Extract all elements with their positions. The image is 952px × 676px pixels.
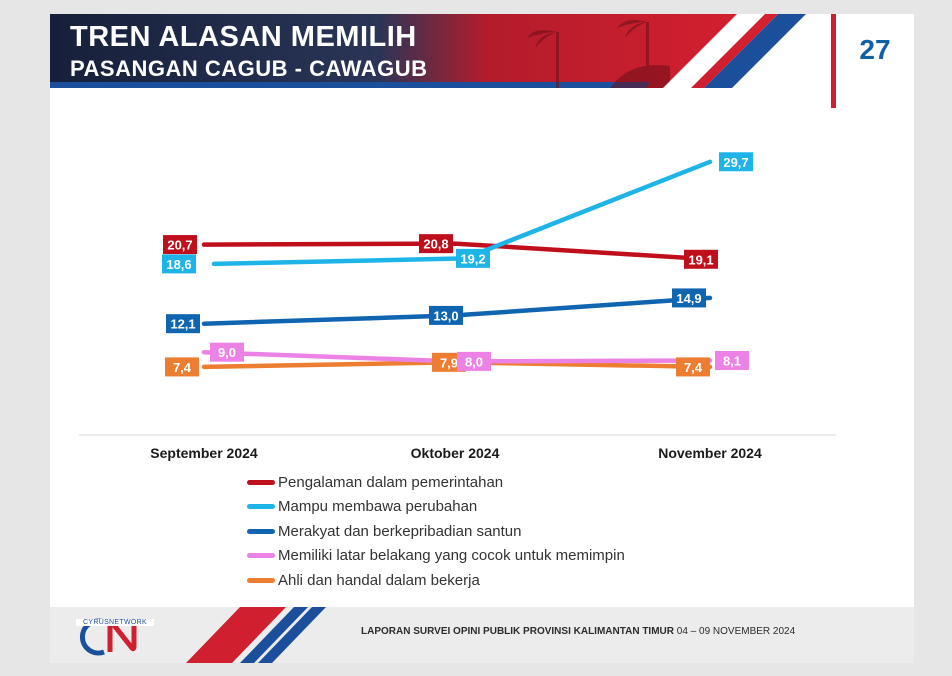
- chart-legend: Pengalaman dalam pemerintahan Mampu memba…: [247, 470, 625, 593]
- data-label: 7,4: [684, 360, 703, 375]
- data-label-box: [456, 248, 490, 268]
- data-label: 19,1: [688, 252, 713, 267]
- legend-swatch: [247, 479, 275, 485]
- data-label-box: [163, 235, 197, 255]
- footer-date-range: 04 – 09 NOVEMBER 2024: [676, 626, 796, 637]
- page-divider: [831, 14, 836, 108]
- data-label: 12,1: [170, 317, 195, 332]
- legend-swatch: [247, 528, 275, 534]
- palm-trees-decoration: [527, 16, 675, 88]
- data-label-box: [715, 350, 749, 370]
- data-label-box: [166, 314, 200, 334]
- footer-stripes: [50, 607, 914, 663]
- legend-item: Mampu membawa perubahan: [247, 495, 625, 520]
- slide: TREN ALASAN MEMILIH PASANGAN CAGUB - CAW…: [50, 14, 914, 663]
- legend-item: Merakyat dan berkepribadian santun: [247, 519, 625, 544]
- cyrus-network-logo: CYRUSNETWORK: [76, 612, 158, 656]
- data-label: 7,9: [440, 355, 458, 370]
- x-tick-label: Oktober 2024: [411, 445, 500, 461]
- legend-swatch: [247, 553, 275, 559]
- legend-item: Pengalaman dalam pemerintahan: [247, 470, 625, 495]
- legend-item: Ahli dan handal dalam bekerja: [247, 568, 625, 593]
- data-label-box: [719, 152, 753, 172]
- header-banner: [50, 14, 914, 88]
- data-label-box: [429, 305, 463, 325]
- data-label-box: [165, 357, 199, 377]
- x-tick-label: November 2024: [658, 445, 762, 461]
- series-line: [211, 159, 713, 267]
- data-label-box: [210, 342, 244, 362]
- data-label-box: [457, 351, 491, 371]
- footer-report-text: LAPORAN SURVEI OPINI PUBLIK PROVINSI KAL…: [361, 626, 795, 637]
- legend-label: Memiliki latar belakang yang cocok untuk…: [278, 547, 625, 565]
- legend-label: Merakyat dan berkepribadian santun: [278, 522, 522, 540]
- data-label: 29,7: [723, 155, 748, 170]
- data-label-box: [676, 357, 710, 377]
- legend-swatch: [247, 577, 275, 583]
- page-subtitle: PASANGAN CAGUB - CAWAGUB: [70, 56, 428, 81]
- data-label: 18,6: [166, 257, 191, 272]
- data-label-box: [672, 288, 706, 308]
- series-line: [201, 241, 713, 262]
- page-number: 27: [859, 34, 891, 65]
- data-label-box: [419, 234, 453, 254]
- line-chart: September 2024 Oktober 2024 November 2024 7…: [79, 152, 836, 461]
- legend-swatch: [247, 504, 275, 510]
- legend-label: Ahli dan handal dalam bekerja: [278, 571, 480, 589]
- data-label: 8,1: [723, 353, 741, 368]
- data-label: 14,9: [676, 291, 701, 306]
- data-label: 20,8: [423, 237, 448, 252]
- data-label: 9,0: [218, 345, 236, 360]
- data-label: 7,4: [173, 360, 192, 375]
- legend-item: Memiliki latar belakang yang cocok untuk…: [247, 544, 625, 569]
- footer-report-title: LAPORAN SURVEI OPINI PUBLIK PROVINSI KAL…: [361, 626, 674, 637]
- data-label-box: [684, 249, 718, 269]
- data-label: 19,2: [460, 251, 485, 266]
- data-label: 13,0: [433, 308, 458, 323]
- legend-label: Pengalaman dalam pemerintahan: [278, 473, 504, 491]
- page-title: TREN ALASAN MEMILIH: [70, 21, 417, 53]
- data-label: 20,7: [167, 238, 192, 253]
- data-label-box: [162, 254, 196, 274]
- legend-label: Mampu membawa perubahan: [278, 498, 478, 516]
- logo-text: CYRUSNETWORK: [76, 619, 154, 626]
- x-tick-label: September 2024: [150, 445, 258, 461]
- data-label: 8,0: [465, 354, 483, 369]
